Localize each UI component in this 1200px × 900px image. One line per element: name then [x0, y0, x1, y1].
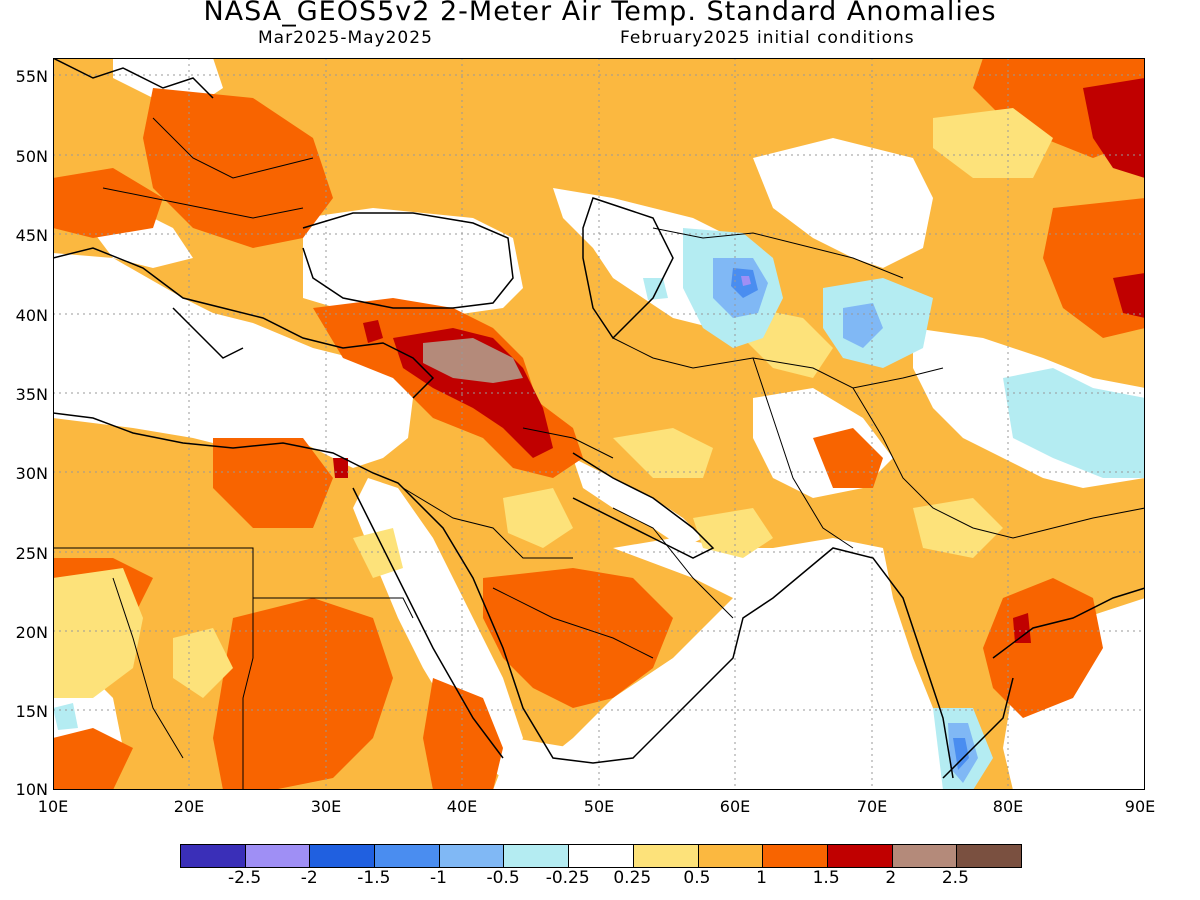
lat-label: 10N: [15, 780, 48, 799]
lon-label: 30E: [310, 797, 342, 816]
lat-label: 40N: [15, 306, 48, 325]
color-bar-swatch: [892, 845, 958, 867]
lon-label: 60E: [719, 797, 751, 816]
color-bar-swatch: [698, 845, 764, 867]
color-bar-label: -0.25: [545, 868, 590, 888]
color-bar-label: -1: [429, 868, 447, 888]
anomaly-neg-0.25-0.5: [53, 228, 1145, 790]
color-bar-label: -0.5: [486, 868, 520, 888]
color-bar-label: 2: [885, 868, 897, 888]
color-bar-swatch: [957, 845, 1021, 867]
anomaly-map: [53, 58, 1145, 790]
color-bar-label: 0.5: [683, 868, 711, 888]
color-bar-swatch: [633, 845, 699, 867]
lon-label: 20E: [173, 797, 205, 816]
lon-label: 80E: [992, 797, 1024, 816]
lat-label: 15N: [15, 702, 48, 721]
coastlines: [53, 58, 1145, 779]
lat-label: 45N: [15, 226, 48, 245]
map-title: NASA_GEOS5v2 2-Meter Air Temp. Standard …: [203, 0, 997, 27]
color-bar-swatch: [763, 845, 828, 867]
color-bar-label: 1: [756, 868, 767, 888]
color-bar-label: 0.25: [613, 868, 652, 888]
color-bar-swatch: [569, 845, 634, 867]
lat-label: 55N: [15, 67, 48, 86]
color-bar-swatch: [439, 845, 505, 867]
color-bar-label: 2.5: [941, 868, 969, 888]
initial-conditions: February2025 initial conditions: [620, 28, 915, 48]
lon-label: 90E: [1124, 797, 1156, 816]
anomaly-map-svg: [53, 58, 1145, 790]
forecast-period: Mar2025-May2025: [258, 28, 433, 48]
color-bar-label: -2: [300, 868, 318, 888]
lat-label: 35N: [15, 385, 48, 404]
color-bar: [180, 844, 1022, 868]
lat-label: 20N: [15, 623, 48, 642]
anomaly-1-1.5: [53, 58, 1145, 790]
lon-label: 70E: [856, 797, 888, 816]
color-bar-swatch: [310, 845, 376, 867]
anomaly-2-2.5: [423, 338, 523, 383]
color-bar-label: -2.5: [228, 868, 262, 888]
color-bar-label: -1.5: [357, 868, 391, 888]
color-bar-swatch: [181, 845, 246, 867]
lon-label: 10E: [37, 797, 69, 816]
gridlines: [53, 58, 1145, 790]
lon-label: 50E: [583, 797, 615, 816]
color-bar-swatch: [827, 845, 893, 867]
lon-label: 40E: [446, 797, 478, 816]
color-bar-swatch: [245, 845, 311, 867]
lat-label: 50N: [15, 147, 48, 166]
color-bar-swatch: [504, 845, 570, 867]
lat-label: 25N: [15, 544, 48, 563]
color-bar-swatch: [375, 845, 440, 867]
lat-label: 30N: [15, 464, 48, 483]
country-borders: [53, 117, 1145, 790]
anomaly-neg-1.5-2: [741, 276, 751, 286]
color-bar-label: 1.5: [812, 868, 840, 888]
